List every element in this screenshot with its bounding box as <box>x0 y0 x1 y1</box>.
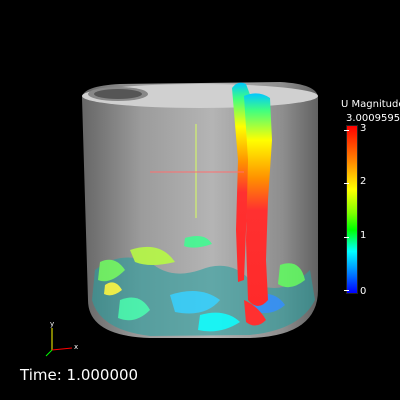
colorbar-max-label: 3.0009595 <box>346 113 400 124</box>
colorbar <box>346 125 358 294</box>
colorbar-tick-label: 0 <box>360 286 367 297</box>
colorbar-tick-label: 1 <box>360 230 367 241</box>
colorbar-title: U Magnitude <box>341 99 400 110</box>
colorbar-tick <box>344 130 349 131</box>
time-label: Time: 1.000000 <box>20 366 139 384</box>
colorbar-tick-label: 3 <box>360 123 367 134</box>
axis-x-label: x <box>74 343 79 351</box>
axis-y-label: y <box>50 320 55 328</box>
colorbar-tick <box>344 290 349 291</box>
jet-column <box>232 82 272 326</box>
colorbar-tick-label: 2 <box>360 176 367 187</box>
center-crosshair <box>150 124 244 218</box>
orientation-axes <box>45 328 73 357</box>
colorbar-tick <box>344 237 349 238</box>
colorbar-tick <box>344 183 349 184</box>
